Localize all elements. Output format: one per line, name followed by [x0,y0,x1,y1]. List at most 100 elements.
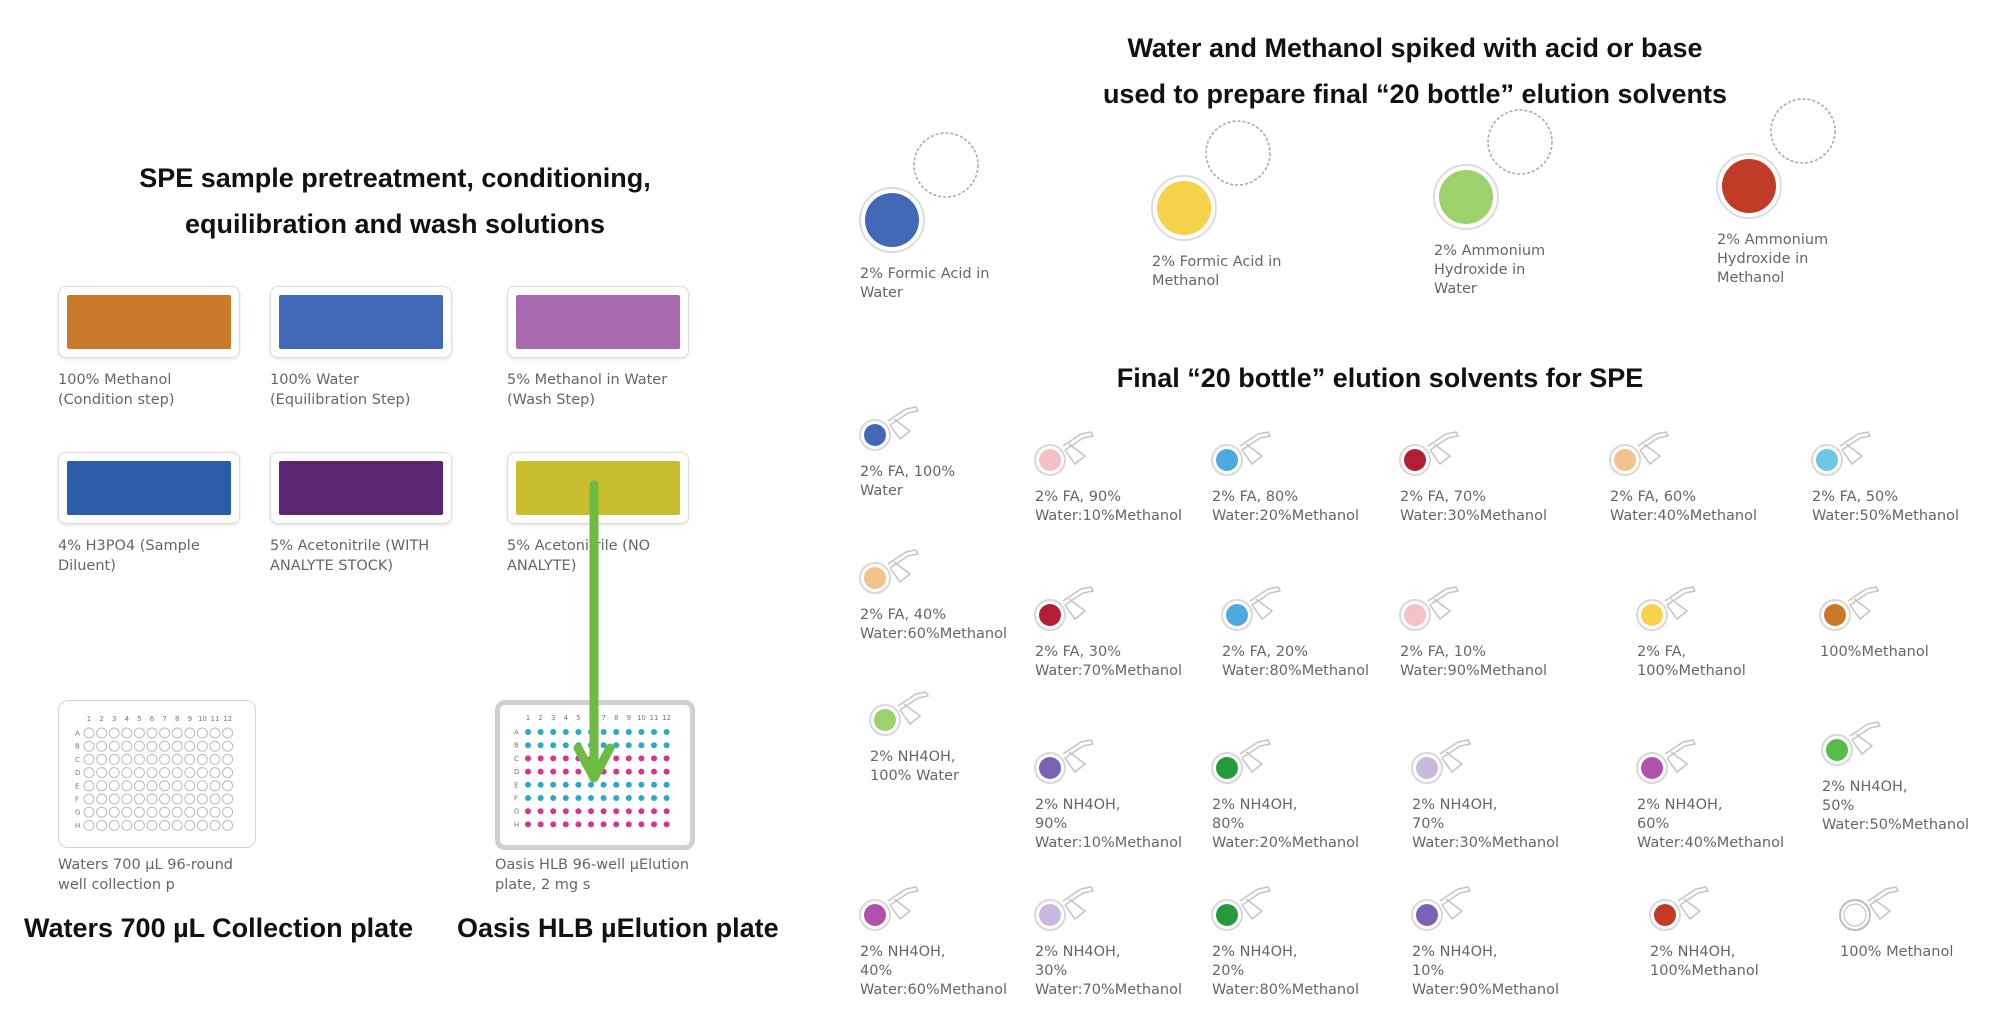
plate-well [600,729,607,735]
plate-well [651,742,657,749]
vial-label: 2% NH4OH, 10% Water:90%Methanol [1412,944,1560,998]
plate-column-label: 3 [551,714,555,722]
plate-well [613,821,620,828]
solution-card: 5% Acetonitrile (NO ANALYTE) [507,452,737,576]
vial-item: 2% NH4OH, 100%Methanol [1649,885,1850,1015]
stock-label: 2% Ammonium Hydroxide in Methanol [1717,232,1829,286]
vial-item: 2% NH4OH, 20% Water:80%Methanol [1211,885,1412,1015]
plate-well [663,821,670,828]
vial-item: 2% FA, 10% Water:90%Methanol [1399,585,1600,715]
vial-label: 2% NH4OH, 30% Water:70%Methanol [1035,944,1183,998]
plate-column-label: 2 [538,714,542,722]
plate-well [133,793,145,805]
vial-icon [1211,886,1272,931]
plate-row-label: G [75,809,80,817]
stock-solvents-heading: Water and Methanol spiked with acid or b… [1060,25,1770,117]
plate-well [588,821,594,828]
plate-row-label: B [514,742,519,750]
plate-well [222,740,234,752]
plate-well [184,806,196,818]
plate-well [651,755,657,762]
plate-column-label: 7 [162,715,166,723]
plate-well [651,781,657,788]
plate-well [600,742,607,749]
plate-well [108,727,120,739]
plate-well [133,780,145,792]
vial-label: 2% FA, 60% Water:40%Methanol [1610,489,1758,524]
solution-swatch [58,452,240,524]
plate-row-label: C [75,756,80,764]
plate-well [562,768,569,775]
plate-well [146,740,158,752]
plate-well [196,727,208,739]
plate-well [83,819,95,831]
plate-column-label: 11 [650,714,659,722]
plate-well [638,795,645,801]
vial-icon [859,406,920,451]
plate-row-label: A [514,729,519,737]
solution-swatch [270,286,452,358]
plate-well [196,806,208,818]
bottle-icon [859,132,979,253]
vial-icon [1399,586,1460,631]
plate-well [159,806,171,818]
plate-well [562,795,569,801]
plate-well [96,767,108,779]
plate-column-label: 8 [175,715,179,723]
plate-column-label: 10 [198,715,207,723]
solution-label: 100% Water (Equilibration Step) [270,372,411,408]
plate-well [96,819,108,831]
vial-icon [1211,739,1272,784]
vial-item: 2% NH4OH, 80% Water:20%Methanol [1211,738,1412,868]
plate-well [196,767,208,779]
plate-well [588,808,594,815]
plate-column-label: 4 [125,715,130,723]
plate-well [133,753,145,765]
plate-well [83,780,95,792]
plate-column-label: 4 [564,714,569,722]
plate-well [171,806,183,818]
plate-well [600,781,607,788]
plate-well [651,795,657,801]
plate-column-label: 12 [662,714,671,722]
plate-well [663,729,670,735]
plate-well [600,821,607,828]
vial-icon [1411,739,1472,784]
plate-well [121,753,133,765]
plate-column-label: 2 [99,715,103,723]
vial-icon [1636,739,1697,784]
solution-swatch [270,452,452,524]
plate-well [625,781,632,788]
plate-column-label: 11 [211,715,220,723]
solution-swatch [58,286,240,358]
plate-column-label: 12 [223,715,232,723]
plate-well [96,740,108,752]
plate-well [613,742,620,749]
plate-well [550,781,557,788]
plate-row-label: F [75,796,79,804]
vial-icon [1034,739,1095,784]
plate-well [525,755,531,762]
plate-well [171,767,183,779]
plate-well [537,808,544,815]
plate-well [222,753,234,765]
plate-column-label: 10 [637,714,646,722]
vial-icon [1034,586,1095,631]
plate-well [184,727,196,739]
plate-well [196,753,208,765]
solution-label: 5% Methanol in Water (Wash Step) [507,372,668,408]
collection-plate-title: Waters 700 µL Collection plate [24,913,414,943]
plate-well [121,740,133,752]
vial-label: 2% NH4OH, 90% Water:10%Methanol [1035,797,1183,851]
plate-well [171,727,183,739]
vial-item: 2% FA, 20% Water:80%Methanol [1221,585,1422,715]
bottle-icon [1433,109,1553,230]
vial-icon [1839,886,1900,931]
plate-well [613,808,620,815]
solution-label: 100% Methanol (Condition step) [58,372,175,408]
plate-well [133,819,145,831]
stock-label: 2% Formic Acid in Methanol [1152,254,1282,289]
vial-icon [1034,886,1095,931]
plate-well [663,742,670,749]
